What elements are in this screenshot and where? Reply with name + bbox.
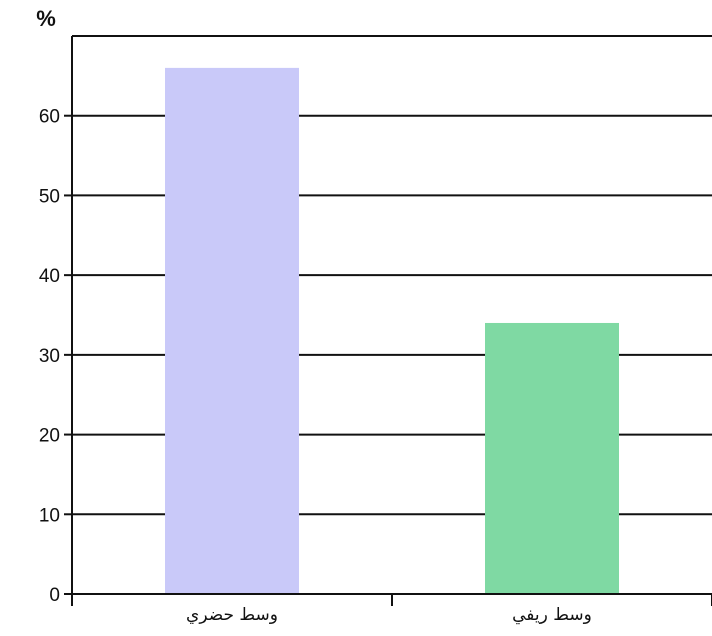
y-tick-label: 0 — [49, 585, 60, 606]
y-axis-unit-label: % — [36, 6, 56, 31]
y-tick-label: 40 — [39, 266, 60, 287]
x-tick-label: وسط حضري — [186, 605, 278, 625]
bar — [485, 322, 619, 594]
y-tick-label: 20 — [39, 426, 60, 447]
bars — [165, 67, 619, 594]
y-tick-label: 50 — [39, 186, 60, 207]
axes — [64, 36, 712, 606]
y-tick-labels: 0 10 20 30 40 50 60 — [39, 107, 60, 606]
x-tick-labels: وسط حضري وسط ريفي — [186, 605, 592, 625]
y-tick-label: 60 — [39, 107, 60, 128]
y-tick-label: 10 — [39, 505, 60, 526]
y-tick-label: 30 — [39, 346, 60, 367]
x-tick-label: وسط ريفي — [512, 605, 592, 625]
bar — [165, 67, 299, 594]
